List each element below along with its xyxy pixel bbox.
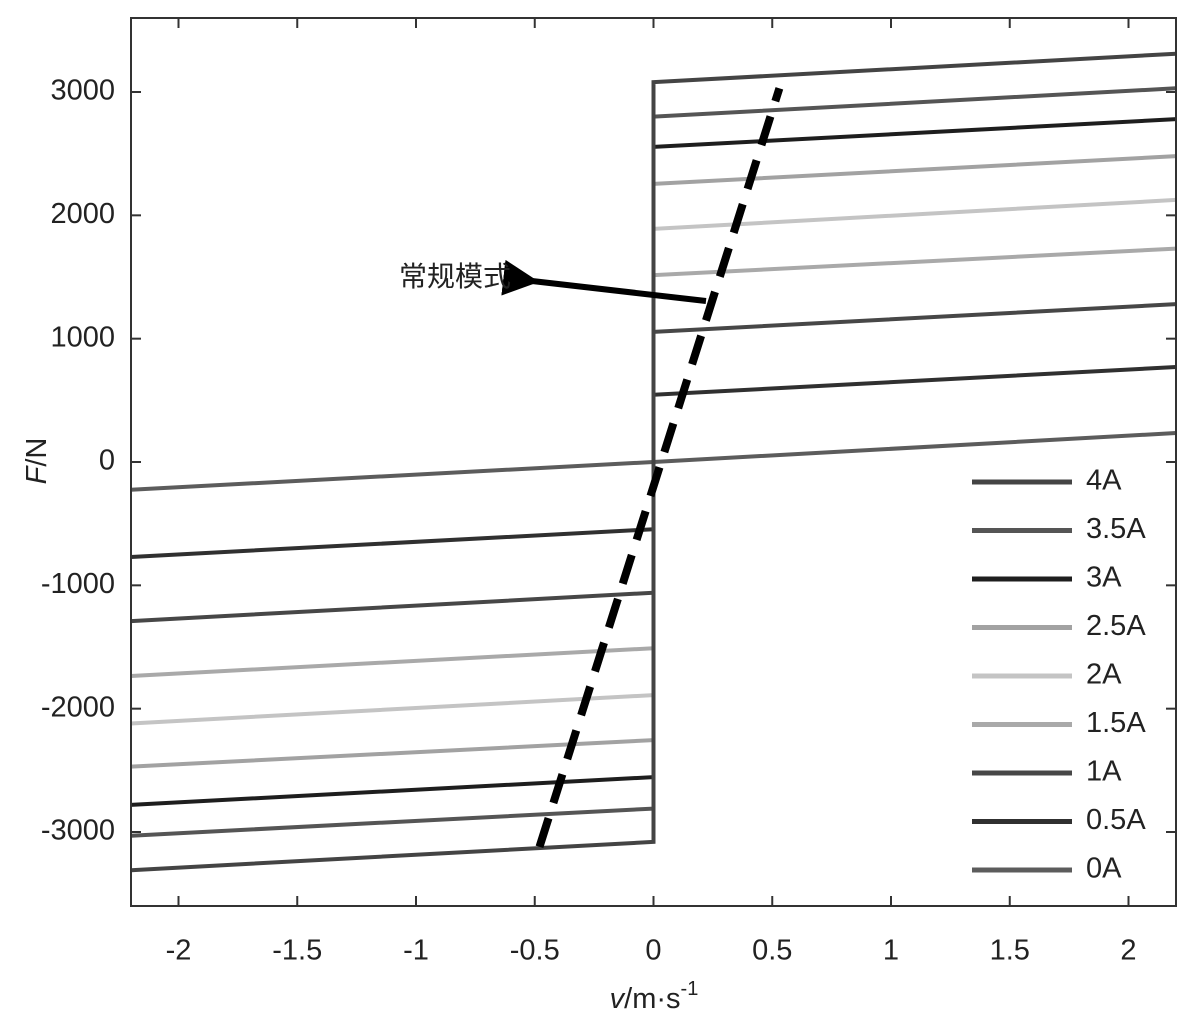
series-line bbox=[130, 51, 1177, 873]
y-tick-label: 0 bbox=[99, 445, 115, 477]
y-label-unit: /N bbox=[21, 438, 53, 467]
annotation-arrow bbox=[501, 259, 707, 304]
x-label-exponent: -1 bbox=[681, 978, 699, 1000]
x-tick-label: -2 bbox=[166, 935, 192, 967]
legend-label: 0.5A bbox=[1086, 804, 1146, 836]
x-axis-label: v/m·s-1 bbox=[610, 978, 699, 1014]
x-tick-label: -1.5 bbox=[272, 935, 322, 967]
y-tick-label: 3000 bbox=[50, 75, 115, 107]
legend-label: 4A bbox=[1086, 465, 1122, 497]
y-tick-label: 2000 bbox=[50, 198, 115, 230]
annotation: 常规模式 bbox=[399, 260, 511, 293]
y-axis-label: F/N bbox=[21, 438, 53, 485]
x-tick-label: -0.5 bbox=[510, 935, 560, 967]
x-tick-label: -1 bbox=[403, 935, 429, 967]
x-tick-label: 2 bbox=[1120, 935, 1136, 967]
legend-label: 1.5A bbox=[1086, 707, 1146, 739]
legend-label: 2.5A bbox=[1086, 610, 1146, 642]
legend-label: 0A bbox=[1086, 853, 1122, 885]
y-tick-label: 1000 bbox=[50, 321, 115, 353]
x-label-symbol: v bbox=[610, 983, 626, 1015]
plot-area bbox=[130, 51, 1177, 873]
x-label-unit: /m·s bbox=[624, 983, 680, 1015]
legend-label: 2A bbox=[1086, 659, 1122, 691]
x-tick-label: 0 bbox=[645, 935, 661, 967]
x-tick-label: 1.5 bbox=[990, 935, 1030, 967]
y-tick-label: -3000 bbox=[41, 815, 115, 847]
y-tick-label: -1000 bbox=[41, 568, 115, 600]
x-tick-label: 1 bbox=[883, 935, 899, 967]
legend-label: 3A bbox=[1086, 562, 1122, 594]
dashed-line bbox=[535, 87, 784, 849]
y-label-symbol: F bbox=[21, 464, 53, 484]
y-tick-label: -2000 bbox=[41, 691, 115, 723]
legend-label: 3.5A bbox=[1086, 513, 1146, 545]
x-tick-label: 0.5 bbox=[752, 935, 792, 967]
legend-label: 1A bbox=[1086, 756, 1122, 788]
